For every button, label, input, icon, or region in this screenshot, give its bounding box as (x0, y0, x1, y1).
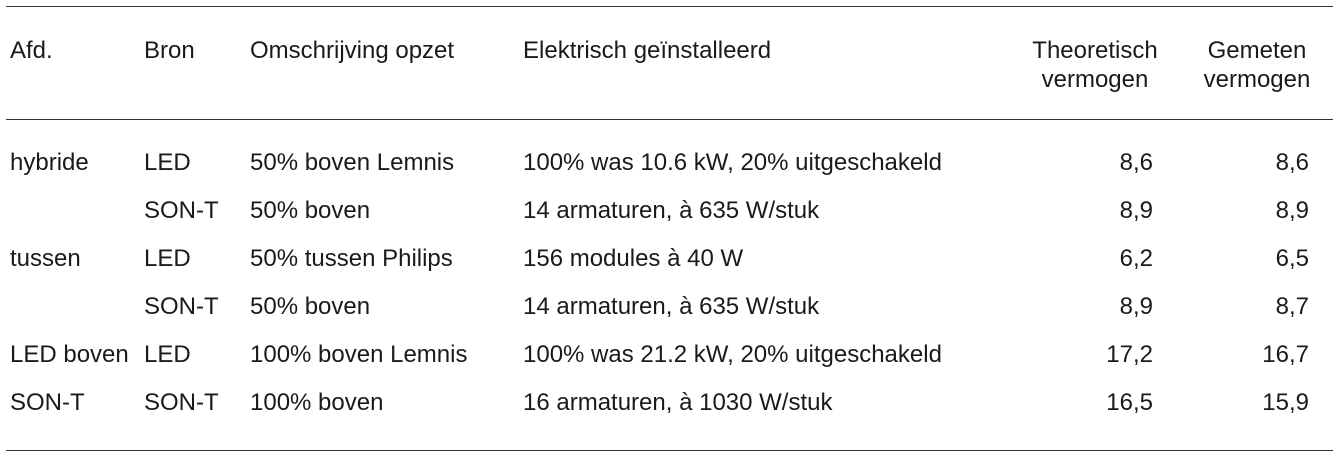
cell-omschrijving: 50% tussen Philips (250, 245, 453, 273)
cell-gemeten: 8,9 (1275, 197, 1309, 225)
cell-theoretisch: 16,5 (1106, 389, 1153, 417)
data-table-container: Afd. Bron Omschrijving opzet Elektrisch … (6, 6, 1333, 451)
cell-elektrisch: 100% was 21.2 kW, 20% uitgeschakeld (523, 341, 942, 369)
cell-gemeten: 16,7 (1262, 341, 1309, 369)
header-gemeten: Gemeten vermogen (1181, 7, 1333, 120)
cell-gemeten: 8,6 (1275, 149, 1309, 177)
header-bron: Bron (144, 37, 195, 64)
table-row: hybride LED 50% boven Lemnis 100% was 10… (6, 119, 1333, 188)
cell-omschrijving: 50% boven (250, 197, 371, 225)
lighting-power-table: Afd. Bron Omschrijving opzet Elektrisch … (6, 6, 1333, 451)
table-header: Afd. Bron Omschrijving opzet Elektrisch … (6, 6, 1333, 120)
cell-elektrisch: 14 armaturen, à 635 W/stuk (523, 197, 820, 225)
cell-afd: LED boven (10, 341, 129, 369)
cell-afd: SON-T (10, 389, 85, 417)
cell-bron: LED (144, 149, 191, 177)
cell-theoretisch: 8,9 (1119, 293, 1153, 321)
cell-theoretisch: 8,6 (1119, 149, 1153, 177)
table-row: LED boven LED 100% boven Lemnis 100% was… (6, 332, 1333, 380)
header-afd: Afd. (10, 37, 53, 64)
header-theoretisch-line1: Theoretisch (1032, 37, 1158, 64)
table-row: SON-T SON-T 100% boven 16 armaturen, à 1… (6, 380, 1333, 451)
cell-afd: tussen (10, 245, 81, 273)
cell-elektrisch: 14 armaturen, à 635 W/stuk (523, 293, 820, 321)
header-gemeten-line1: Gemeten (1207, 37, 1307, 64)
cell-bron: LED (144, 245, 191, 273)
header-omschrijving: Omschrijving opzet (250, 37, 455, 64)
cell-elektrisch: 156 modules à 40 W (523, 245, 744, 273)
cell-omschrijving: 50% boven (250, 293, 371, 321)
header-gemeten-line2: vermogen (1203, 65, 1311, 93)
cell-omschrijving: 100% boven (250, 389, 384, 417)
cell-bron: LED (144, 341, 191, 369)
cell-afd (6, 284, 140, 332)
table-row: SON-T 50% boven 14 armaturen, à 635 W/st… (6, 284, 1333, 332)
cell-omschrijving: 50% boven Lemnis (250, 149, 455, 177)
cell-gemeten: 6,5 (1275, 245, 1309, 273)
cell-bron: SON-T (144, 293, 219, 321)
cell-bron: SON-T (144, 197, 219, 225)
header-theoretisch-line2: vermogen (1041, 65, 1149, 93)
table-row: SON-T 50% boven 14 armaturen, à 635 W/st… (6, 188, 1333, 236)
header-theoretisch: Theoretisch vermogen (1009, 7, 1181, 120)
cell-omschrijving: 100% boven Lemnis (250, 341, 468, 369)
cell-theoretisch: 17,2 (1106, 341, 1153, 369)
cell-gemeten: 15,9 (1262, 389, 1309, 417)
cell-elektrisch: 100% was 10.6 kW, 20% uitgeschakeld (523, 149, 942, 177)
cell-afd (6, 188, 140, 236)
cell-elektrisch: 16 armaturen, à 1030 W/stuk (523, 389, 833, 417)
header-elektrisch: Elektrisch geïnstalleerd (523, 37, 772, 64)
table-body: hybride LED 50% boven Lemnis 100% was 10… (6, 119, 1333, 450)
cell-gemeten: 8,7 (1275, 293, 1309, 321)
header-row: Afd. Bron Omschrijving opzet Elektrisch … (6, 6, 1333, 120)
cell-bron: SON-T (144, 389, 219, 417)
cell-theoretisch: 6,2 (1119, 245, 1153, 273)
cell-afd: hybride (10, 149, 89, 177)
table-row: tussen LED 50% tussen Philips 156 module… (6, 236, 1333, 284)
cell-theoretisch: 8,9 (1119, 197, 1153, 225)
